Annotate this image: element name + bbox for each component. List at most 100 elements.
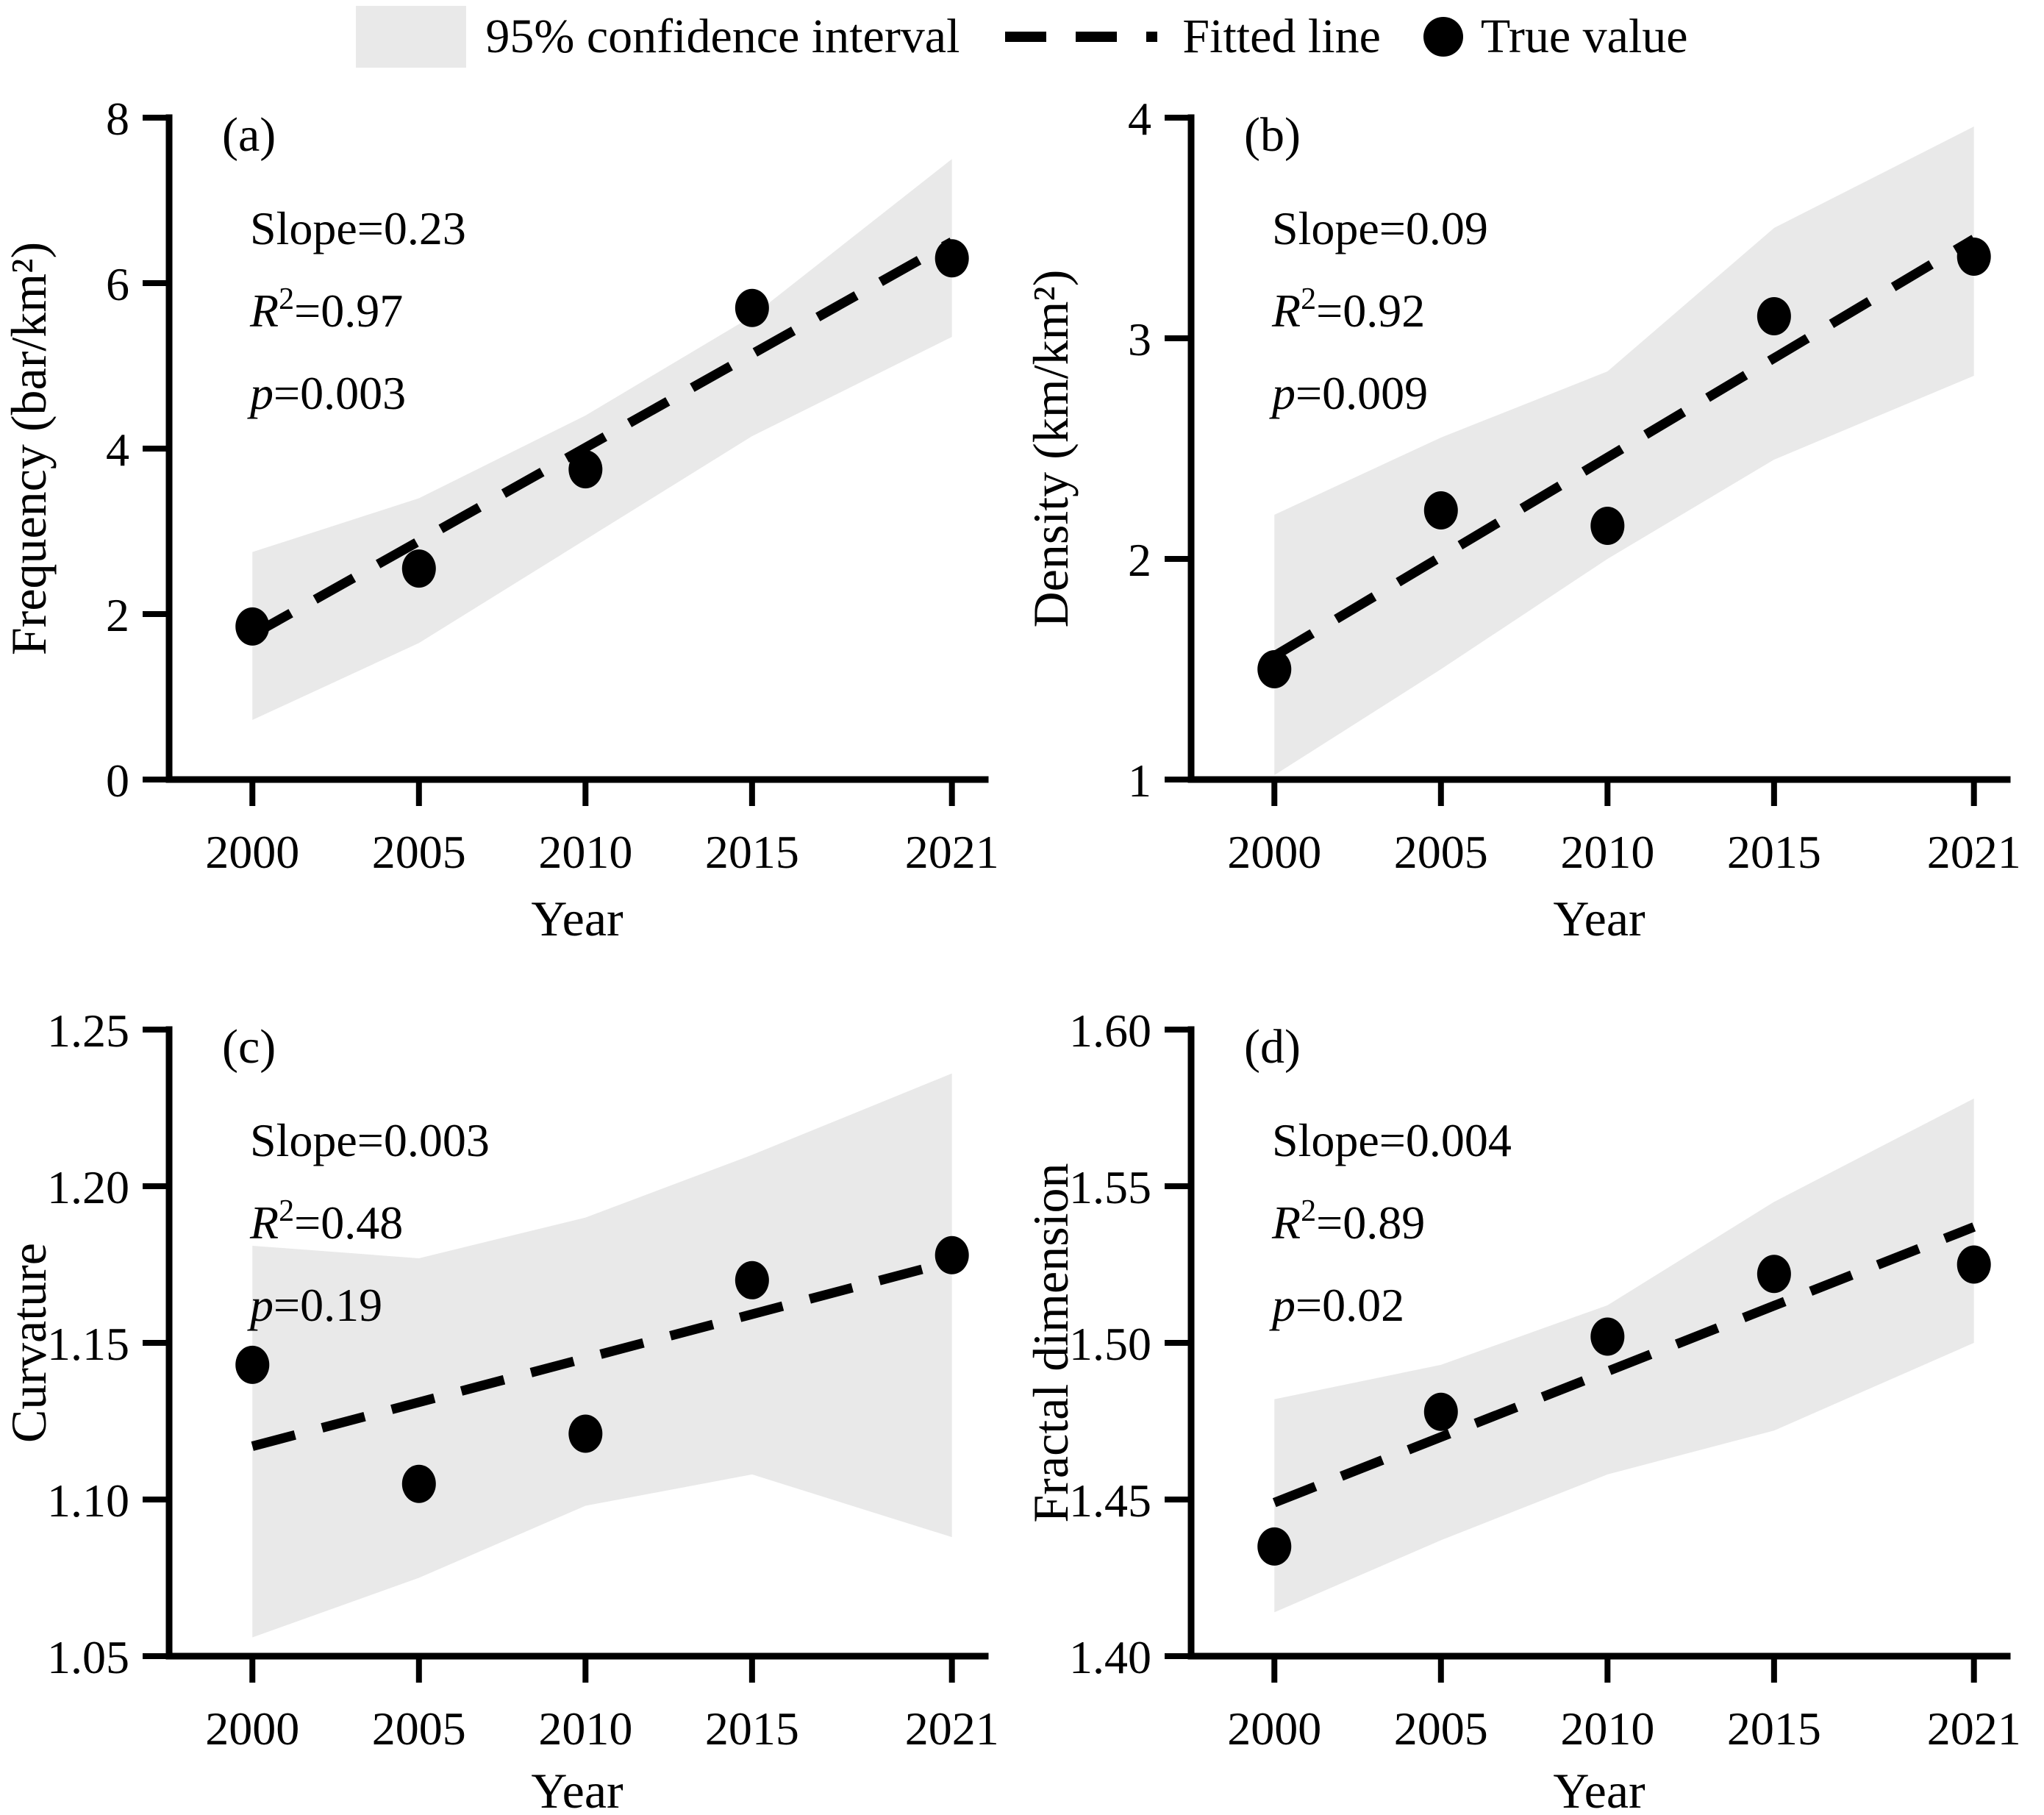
legend-item-fitted-line: Fitted line bbox=[1002, 13, 1381, 61]
x-tick-label: 2005 bbox=[372, 1702, 466, 1755]
data-point bbox=[1957, 1245, 1991, 1284]
stats-annotation: Slope=0.09 R2=0.92 p=0.009 bbox=[1269, 202, 1488, 419]
panel-d-chart: 1.40 1.45 1.50 1.55 1.60 2000 2005 2010 2015 2021… bbox=[1023, 1005, 2021, 1815]
panel-b-chart: 1 2 3 4 2000 2005 2010 2015 2021 (b) Slope=0.09 R2=… bbox=[1023, 93, 2021, 946]
panel-d: 1.40 1.45 1.50 1.55 1.60 2000 2005 2010 2015 2021… bbox=[1022, 949, 2044, 1815]
x-axis: 2000 2005 2010 2015 2021 bbox=[1227, 780, 2021, 878]
y-axis-label: Curvature bbox=[1, 1243, 57, 1443]
x-tick-label: 2021 bbox=[1927, 826, 2021, 878]
data-point bbox=[568, 1414, 603, 1453]
data-points bbox=[235, 239, 969, 646]
y-tick-label: 6 bbox=[106, 258, 129, 310]
x-tick-label: 2005 bbox=[1394, 826, 1488, 878]
stats-line: R2=0.89 bbox=[1271, 1194, 1425, 1249]
x-tick-label: 2015 bbox=[1727, 826, 1821, 878]
panel-c-chart: 1.05 1.10 1.15 1.20 1.25 2000 2005 2010 2015 2021… bbox=[1, 1005, 999, 1815]
point-icon bbox=[1423, 17, 1463, 57]
stats-line: p=0.009 bbox=[1269, 367, 1428, 419]
stats-line: R2=0.48 bbox=[249, 1194, 403, 1249]
data-point bbox=[1590, 507, 1625, 545]
data-point bbox=[1423, 1392, 1458, 1431]
y-axis: 1.05 1.10 1.15 1.20 1.25 bbox=[47, 1005, 169, 1683]
x-tick-label: 2015 bbox=[705, 1702, 799, 1755]
legend-ci-label: 95% confidence interval bbox=[485, 10, 960, 63]
y-tick-label: 1.45 bbox=[1069, 1475, 1151, 1527]
y-tick-label: 1.15 bbox=[47, 1318, 129, 1370]
data-point bbox=[735, 288, 769, 327]
y-tick-label: 2 bbox=[106, 589, 129, 641]
data-point bbox=[935, 239, 969, 278]
y-axis: 1 2 3 4 bbox=[1128, 93, 1191, 807]
panel-a: 0 2 4 6 8 2000 2005 2010 2015 2021 (a) Slope=0.23 R2… bbox=[0, 74, 1022, 949]
legend: 95% confidence interval Fitted line True… bbox=[0, 0, 2044, 74]
ci-band bbox=[1274, 126, 1974, 775]
stats-line: Slope=0.003 bbox=[250, 1114, 490, 1166]
panel-label: (d) bbox=[1244, 1020, 1301, 1074]
dashed-line-icon bbox=[1005, 32, 1158, 42]
y-tick-label: 8 bbox=[106, 93, 129, 145]
ci-swatch-icon bbox=[356, 6, 467, 68]
x-tick-label: 2010 bbox=[538, 826, 632, 878]
legend-item-confidence-interval: 95% confidence interval bbox=[356, 6, 960, 68]
panel-grid: 0 2 4 6 8 2000 2005 2010 2015 2021 (a) Slope=0.23 R2… bbox=[0, 74, 2044, 1815]
y-tick-label: 0 bbox=[106, 755, 129, 807]
fitted-line bbox=[250, 238, 954, 639]
data-point bbox=[401, 549, 436, 588]
stats-line: Slope=0.23 bbox=[250, 202, 466, 254]
stats-line: Slope=0.09 bbox=[1272, 202, 1488, 254]
data-point bbox=[1590, 1317, 1625, 1356]
x-tick-label: 2000 bbox=[205, 1702, 299, 1755]
data-points bbox=[1257, 238, 1991, 688]
data-points bbox=[235, 1235, 969, 1503]
x-axis: 2000 2005 2010 2015 2021 bbox=[205, 780, 999, 878]
x-tick-label: 2000 bbox=[1227, 826, 1321, 878]
stats-line: Slope=0.004 bbox=[1272, 1114, 1512, 1166]
ci-band bbox=[1274, 1098, 1974, 1613]
x-tick-label: 2010 bbox=[538, 1702, 632, 1755]
y-tick-label: 1.25 bbox=[47, 1005, 129, 1057]
y-tick-label: 1.20 bbox=[47, 1161, 129, 1213]
y-axis: 0 2 4 6 8 bbox=[106, 93, 169, 807]
y-tick-label: 1.10 bbox=[47, 1475, 129, 1527]
y-tick-label: 1.60 bbox=[1069, 1005, 1151, 1057]
x-tick-label: 2021 bbox=[1927, 1702, 2021, 1755]
panel-label: (b) bbox=[1244, 108, 1301, 162]
panel-c: 1.05 1.10 1.15 1.20 1.25 2000 2005 2010 2015 2021… bbox=[0, 949, 1022, 1815]
x-tick-label: 2021 bbox=[905, 826, 999, 878]
x-axis-label: Year bbox=[1553, 891, 1645, 946]
stats-annotation: Slope=0.003 R2=0.48 p=0.19 bbox=[247, 1114, 490, 1331]
x-axis-label: Year bbox=[1553, 1763, 1645, 1815]
y-axis-label: Frequency (bar/km²) bbox=[1, 242, 57, 655]
data-point bbox=[1257, 1527, 1292, 1566]
x-tick-label: 2015 bbox=[705, 826, 799, 878]
stats-line: R2=0.92 bbox=[1271, 282, 1425, 337]
panel-a-chart: 0 2 4 6 8 2000 2005 2010 2015 2021 (a) Slope=0.23 R2… bbox=[1, 93, 999, 946]
x-axis: 2000 2005 2010 2015 2021 bbox=[1227, 1656, 2021, 1755]
data-point bbox=[1423, 491, 1458, 529]
y-axis-label: Fractal dimension bbox=[1023, 1163, 1079, 1522]
data-point bbox=[1757, 297, 1791, 335]
x-axis: 2000 2005 2010 2015 2021 bbox=[205, 1656, 999, 1755]
panel-label: (c) bbox=[222, 1020, 276, 1074]
data-points bbox=[1257, 1245, 1991, 1566]
stats-line: p=0.19 bbox=[247, 1279, 382, 1331]
x-tick-label: 2010 bbox=[1560, 1702, 1654, 1755]
stats-line: p=0.02 bbox=[1269, 1279, 1404, 1331]
y-tick-label: 4 bbox=[1128, 93, 1151, 145]
x-axis-label: Year bbox=[531, 891, 623, 946]
y-tick-label: 3 bbox=[1128, 313, 1151, 366]
y-axis: 1.40 1.45 1.50 1.55 1.60 bbox=[1069, 1005, 1191, 1683]
data-point bbox=[935, 1235, 969, 1274]
data-point bbox=[401, 1464, 436, 1503]
data-point bbox=[1257, 650, 1292, 688]
data-point bbox=[235, 1345, 270, 1384]
x-axis-label: Year bbox=[531, 1763, 623, 1815]
x-tick-label: 2005 bbox=[1394, 1702, 1488, 1755]
stats-line: p=0.003 bbox=[247, 367, 406, 419]
x-tick-label: 2000 bbox=[1227, 1702, 1321, 1755]
data-point bbox=[1757, 1255, 1791, 1294]
data-point bbox=[1957, 238, 1991, 276]
data-point bbox=[235, 607, 270, 646]
data-point bbox=[568, 450, 603, 489]
